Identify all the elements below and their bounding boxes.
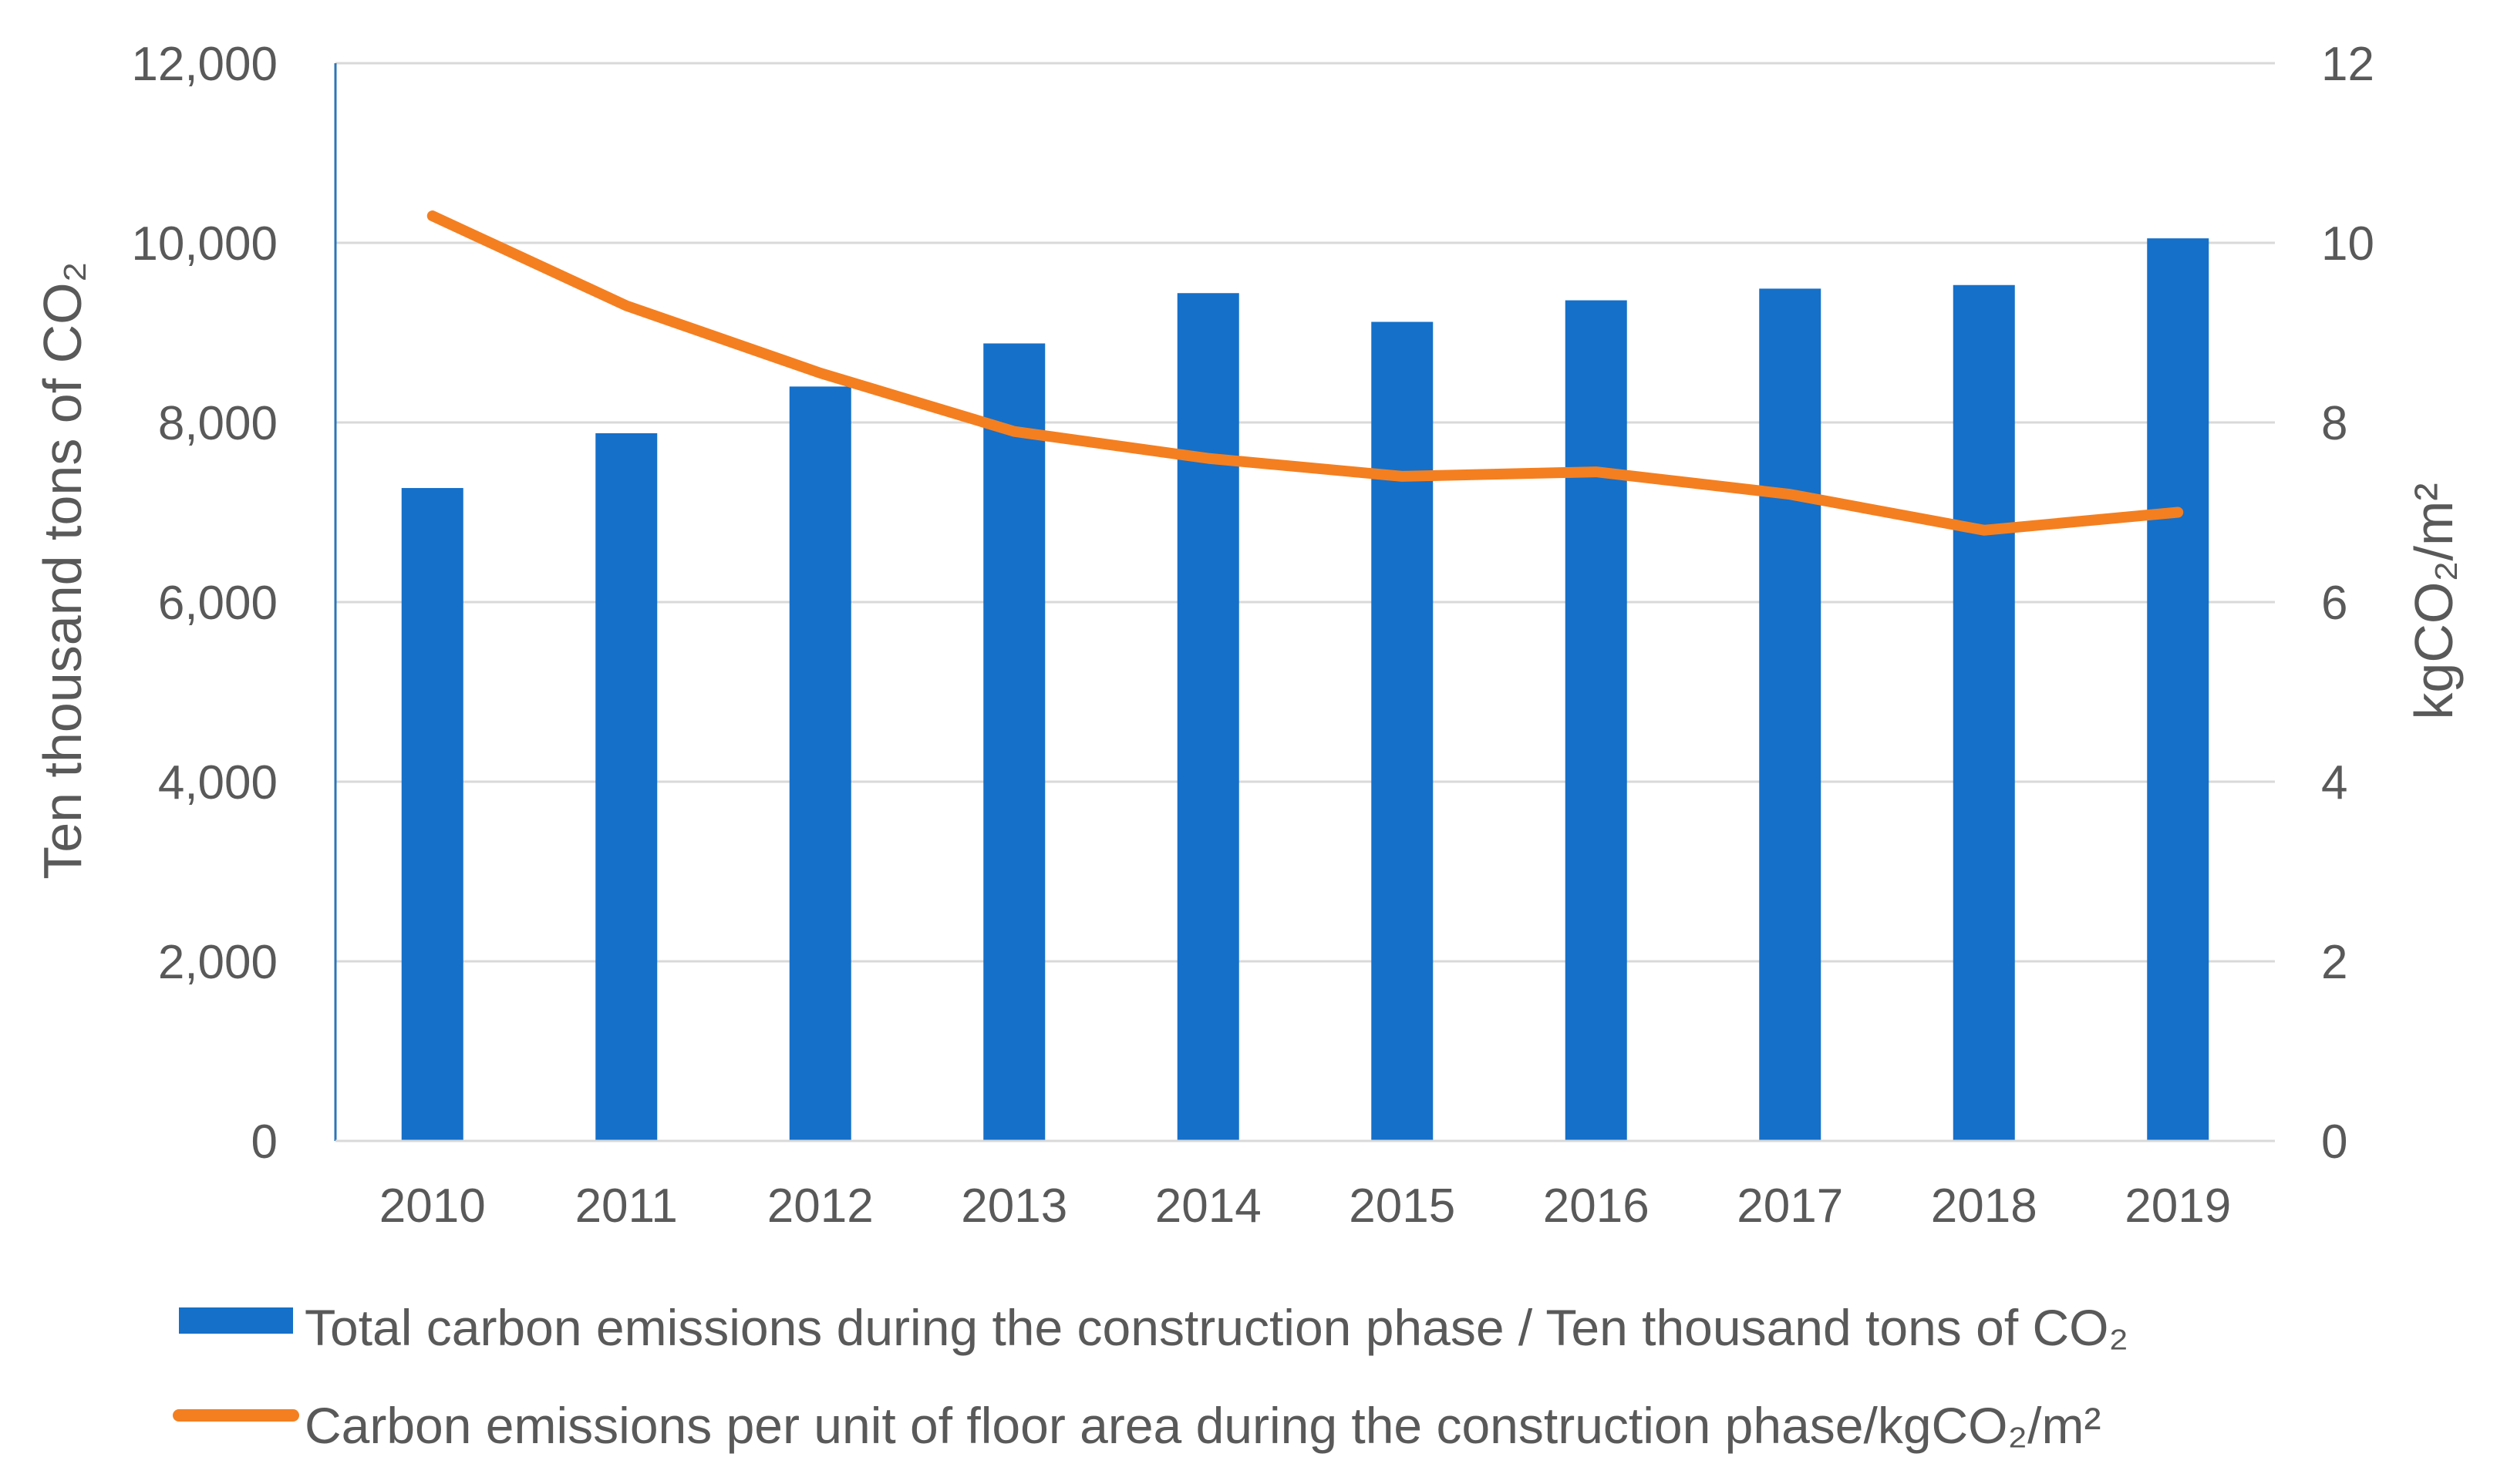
left-tick-label: 4,000: [158, 756, 278, 809]
bar-2016: [1565, 300, 1627, 1141]
x-tick-label-2010: 2010: [379, 1179, 486, 1233]
line-series-path: [426, 210, 2184, 536]
bar-2017: [1759, 288, 1821, 1141]
left-tick-label: 6,000: [158, 577, 278, 630]
bar-2013: [983, 343, 1046, 1142]
x-tick-label-2013: 2013: [961, 1179, 1067, 1233]
left-tick-label: 8,000: [158, 397, 278, 450]
x-tick-label-2014: 2014: [1155, 1179, 1262, 1233]
legend: Total carbon emissions during the constr…: [173, 1299, 2128, 1454]
line-point-2019: [2177, 511, 2179, 513]
bar-2015: [1371, 321, 1434, 1141]
right-axis-title: kgCO₂/m²: [2404, 483, 2464, 719]
bar-2011: [595, 432, 658, 1141]
right-tick-label: 0: [2321, 1116, 2347, 1169]
bar-2014: [1177, 293, 1239, 1141]
line-series: [426, 210, 2184, 536]
gridlines: [335, 62, 2275, 963]
line-point-2010: [431, 215, 433, 217]
bar-2012: [789, 386, 851, 1141]
legend-label-bar: Total carbon emissions during the constr…: [305, 1299, 2128, 1356]
left-axis-ticks: 0 2,000 4,000 6,000 8,000 10,000 12,000: [131, 38, 278, 1169]
line-point-2015: [1401, 475, 1404, 477]
x-tick-label-2016: 2016: [1543, 1179, 1650, 1233]
line-point-2012: [819, 372, 821, 374]
left-tick-label: 0: [251, 1116, 278, 1169]
right-tick-label: 6: [2321, 577, 2347, 630]
left-tick-label: 10,000: [131, 217, 278, 271]
x-tick-label-2011: 2011: [575, 1179, 678, 1233]
right-tick-label: 12: [2321, 38, 2374, 91]
line-point-2013: [1013, 430, 1016, 432]
x-axis-ticks: 2010 2011 2012 2013 2014 2015 2016 2017 2018 2019: [379, 1179, 2231, 1233]
x-tick-label-2019: 2019: [2125, 1179, 2231, 1233]
x-tick-label-2012: 2012: [767, 1179, 874, 1233]
line-point-2018: [1983, 529, 1985, 531]
bar-series: [401, 238, 2209, 1142]
right-axis-ticks: 0 2 4 6 8 10 12: [2321, 38, 2374, 1169]
right-tick-label: 4: [2321, 756, 2347, 809]
legend-swatch-bar: [179, 1307, 293, 1334]
bar-2019: [2147, 238, 2209, 1141]
right-tick-label: 10: [2321, 217, 2374, 271]
bar-2018: [1953, 284, 2015, 1141]
legend-label-line: Carbon emissions per unit of floor area …: [305, 1397, 2101, 1454]
x-tick-label-2018: 2018: [1931, 1179, 2037, 1233]
right-tick-label: 8: [2321, 397, 2347, 450]
right-tick-label: 2: [2321, 936, 2347, 989]
bar-2010: [401, 488, 463, 1141]
line-point-2016: [1595, 471, 1597, 473]
x-tick-label-2017: 2017: [1737, 1179, 1843, 1233]
line-point-2017: [1789, 493, 1791, 496]
left-tick-label: 2,000: [158, 936, 278, 989]
line-point-2011: [625, 305, 628, 307]
left-tick-label: 12,000: [131, 38, 278, 91]
x-tick-label-2015: 2015: [1349, 1179, 1455, 1233]
line-point-2014: [1207, 457, 1209, 459]
left-axis-title: Ten thousand tons of CO₂: [32, 261, 93, 880]
